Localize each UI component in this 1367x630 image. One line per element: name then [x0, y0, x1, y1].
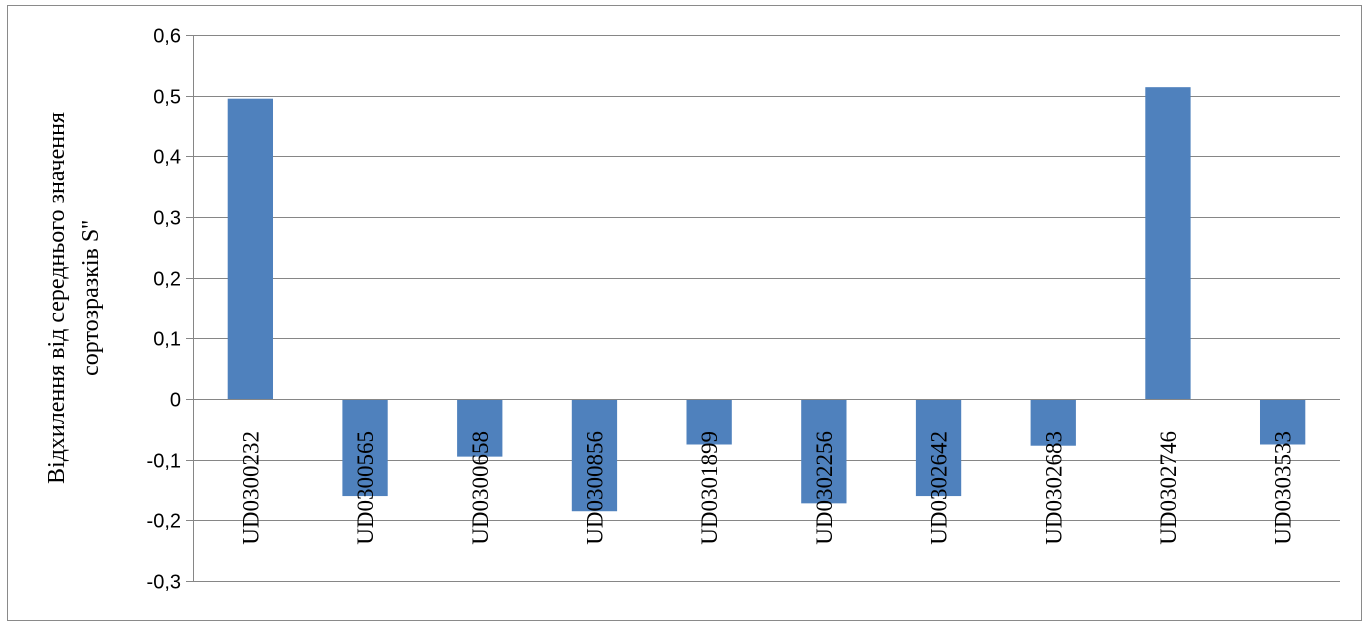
category-label: UD0301899 [697, 431, 722, 545]
bar [342, 399, 388, 497]
bar [227, 98, 274, 399]
category-label: UD0303533 [1271, 431, 1296, 545]
y-tick-label: -0,2 [147, 511, 181, 533]
category-label: UD0302642 [927, 431, 952, 545]
bar [686, 399, 732, 445]
bar [801, 399, 847, 504]
y-tick-label: 0,4 [153, 147, 181, 169]
category-labels: UD0300232 UD0300565 UD0300658 UD0300856 UD03… [238, 431, 1295, 545]
category-label: UD0302683 [1041, 431, 1066, 545]
y-tick-labels: 0,6 0,5 0,4 0,3 0,2 0,1 0 -0,1 -0,2 -0,3 [147, 26, 181, 594]
y-tick-label: -0,3 [147, 572, 181, 594]
category-label: UD0300565 [353, 431, 378, 545]
y-tick-label: -0,1 [147, 451, 181, 473]
bar [1030, 399, 1076, 446]
bars [227, 87, 1306, 512]
axes [186, 35, 1340, 582]
bar [1145, 87, 1191, 399]
y-axis-label-line2: сортозразків S'' [78, 220, 104, 376]
y-axis-label-line1: Відхилення від середнього значення [44, 112, 70, 484]
bar [1259, 399, 1306, 445]
category-label: UD0300658 [468, 431, 493, 545]
bar [457, 399, 503, 457]
y-tick-label: 0,1 [153, 329, 181, 351]
category-label: UD0302256 [812, 431, 837, 545]
y-tick-label: 0,3 [153, 208, 181, 230]
y-tick-label: 0,5 [153, 87, 181, 109]
y-tick-label: 0,6 [153, 26, 181, 48]
y-tick-label: 0,2 [153, 269, 181, 291]
category-label: UD0302746 [1156, 431, 1181, 545]
category-label: UD0300232 [238, 431, 263, 545]
y-tick-label: 0 [170, 390, 181, 412]
bar [571, 399, 618, 512]
category-label: UD0300856 [582, 431, 607, 545]
bar [915, 399, 962, 497]
